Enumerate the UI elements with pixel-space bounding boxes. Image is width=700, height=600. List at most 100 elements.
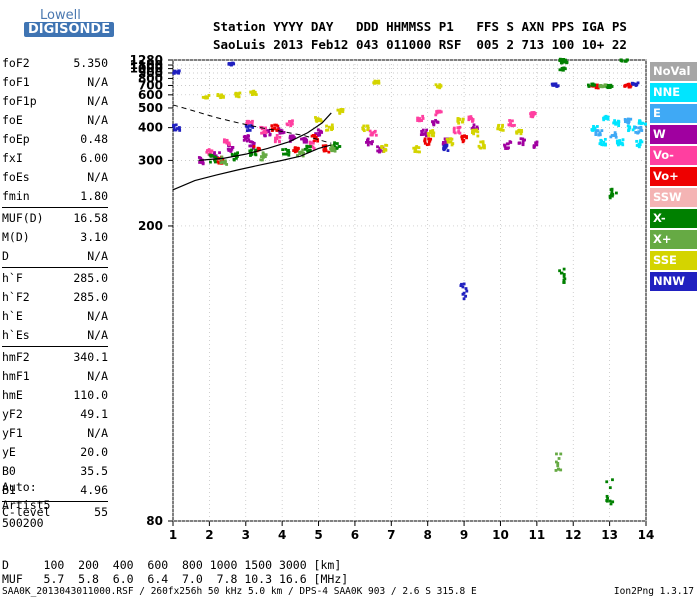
param-value: 0.48 — [80, 132, 108, 146]
param-row: B1 4.96 — [2, 481, 108, 500]
data-point — [173, 71, 176, 75]
legend-item: E — [650, 104, 697, 123]
data-point — [424, 131, 428, 135]
data-point — [315, 117, 319, 121]
data-point — [248, 121, 252, 124]
data-point — [376, 79, 379, 83]
data-point — [300, 137, 303, 141]
param-key: B0 — [2, 464, 16, 478]
data-point — [288, 120, 292, 123]
data-point — [201, 161, 205, 165]
data-point — [330, 128, 334, 132]
data-point — [611, 478, 614, 482]
data-point — [309, 145, 312, 149]
data-point — [321, 144, 325, 148]
data-point — [315, 119, 319, 123]
data-point — [219, 161, 223, 165]
data-point — [417, 119, 421, 123]
data-point — [274, 136, 277, 140]
data-point — [444, 137, 447, 141]
data-point — [508, 123, 511, 127]
param-key: fxI — [2, 151, 23, 165]
data-point — [637, 121, 641, 125]
param-row: h`F 285.0 — [2, 269, 108, 288]
data-point — [221, 95, 225, 99]
data-point — [224, 160, 227, 164]
data-point — [608, 86, 612, 89]
param-row: hmE 110.0 — [2, 386, 108, 405]
data-point — [445, 143, 449, 147]
data-point — [421, 133, 425, 136]
data-point — [461, 134, 464, 138]
param-value: 4.96 — [80, 483, 108, 497]
data-point — [222, 160, 226, 164]
data-point — [312, 147, 316, 150]
data-point — [436, 120, 440, 124]
data-point — [376, 145, 379, 149]
data-point — [445, 137, 449, 141]
data-point — [263, 129, 267, 133]
legend-item: NNW — [650, 272, 697, 291]
data-point — [223, 140, 226, 144]
data-point — [375, 81, 379, 85]
data-point — [305, 144, 309, 148]
data-point — [605, 115, 608, 119]
y-tick-label: 200 — [138, 219, 163, 233]
data-point — [476, 130, 480, 134]
data-point — [291, 119, 294, 123]
data-point — [615, 141, 619, 145]
data-point — [638, 119, 641, 123]
data-point — [591, 82, 595, 86]
data-point — [636, 81, 640, 85]
data-point — [336, 108, 340, 112]
data-point — [559, 468, 563, 472]
param-row: yE 20.0 — [2, 443, 108, 462]
data-point — [327, 150, 331, 154]
data-point — [273, 123, 277, 127]
data-point — [555, 452, 558, 456]
data-point — [421, 114, 425, 118]
data-point — [626, 124, 630, 128]
data-point — [286, 123, 290, 127]
parameter-panel: foF2 5.350 foF1 N/A foF1p N/A foE N/A foEp 0.48 fx… — [2, 54, 108, 522]
param-row: foEp 0.48 — [2, 130, 108, 149]
legend-item: NNE — [650, 83, 697, 102]
data-point — [317, 131, 320, 135]
data-point — [478, 146, 482, 150]
data-point — [598, 133, 602, 137]
data-point — [597, 133, 601, 137]
data-point — [613, 134, 617, 138]
data-point — [223, 138, 226, 142]
data-point — [209, 149, 213, 153]
data-point — [463, 134, 466, 138]
data-point — [276, 124, 280, 128]
data-point — [610, 85, 614, 88]
data-point — [594, 133, 598, 136]
data-point — [457, 126, 461, 130]
data-point — [624, 59, 628, 63]
param-key: C-level — [2, 505, 51, 519]
data-point — [624, 83, 628, 87]
data-point — [338, 111, 342, 115]
data-point — [253, 91, 257, 94]
data-point — [424, 134, 428, 138]
x-tick-label: 13 — [601, 528, 618, 542]
data-point — [564, 60, 568, 64]
data-point — [319, 130, 323, 133]
auto-scaling-info: Auto: Artist5 500200 — [2, 478, 50, 532]
data-point — [625, 58, 629, 62]
data-point — [324, 144, 328, 148]
data-point — [554, 82, 558, 86]
x-tick-label: 2 — [205, 528, 213, 542]
data-point — [242, 135, 246, 139]
data-point — [444, 146, 448, 149]
param-key: h`F — [2, 271, 23, 285]
virtual-height-line — [198, 112, 332, 161]
data-point — [598, 131, 602, 135]
data-point — [249, 90, 253, 94]
y-tick-label: 1280 — [130, 53, 163, 67]
data-point — [496, 126, 500, 130]
data-point — [207, 93, 211, 97]
data-point — [627, 120, 631, 123]
param-row: MUF(D) 16.58 — [2, 209, 108, 228]
